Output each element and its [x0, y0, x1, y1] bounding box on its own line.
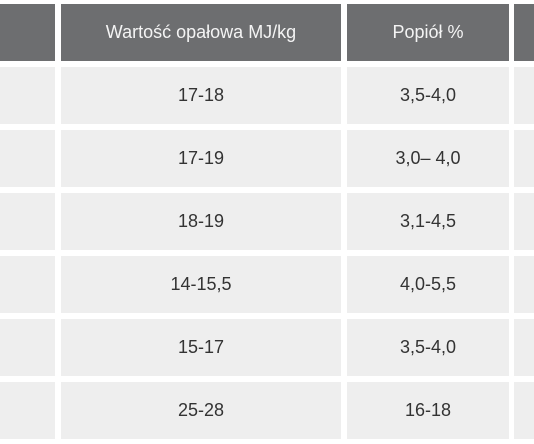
table-cell: [514, 193, 534, 250]
header-cell: [514, 4, 534, 61]
table-cell: [514, 130, 534, 187]
cell-wartosc-opalowa: 15-17: [61, 319, 341, 376]
table-cell: [514, 67, 534, 124]
table-cell: [0, 130, 55, 187]
table-cell: [514, 382, 534, 439]
table-cell: [0, 67, 55, 124]
header-wartosc-opalowa: Wartość opałowa MJ/kg: [61, 4, 341, 61]
table-cell: [0, 256, 55, 313]
cell-wartosc-opalowa: 17-19: [61, 130, 341, 187]
header-popiol: Popiół %: [347, 4, 509, 61]
table-cell: [0, 382, 55, 439]
cell-wartosc-opalowa: 17-18: [61, 67, 341, 124]
cell-popiol: 4,0-5,5: [347, 256, 509, 313]
table-cell: [0, 319, 55, 376]
cell-popiol: 3,1-4,5: [347, 193, 509, 250]
cell-wartosc-opalowa: 14-15,5: [61, 256, 341, 313]
cell-wartosc-opalowa: 25-28: [61, 382, 341, 439]
table-cell: [514, 256, 534, 313]
cell-popiol: 3,5-4,0: [347, 67, 509, 124]
cell-wartosc-opalowa: 18-19: [61, 193, 341, 250]
table-cell: [514, 319, 534, 376]
header-cell: [0, 4, 55, 61]
cell-popiol: 3,0– 4,0: [347, 130, 509, 187]
table-cell: [0, 193, 55, 250]
cell-popiol: 16-18: [347, 382, 509, 439]
cell-popiol: 3,5-4,0: [347, 319, 509, 376]
